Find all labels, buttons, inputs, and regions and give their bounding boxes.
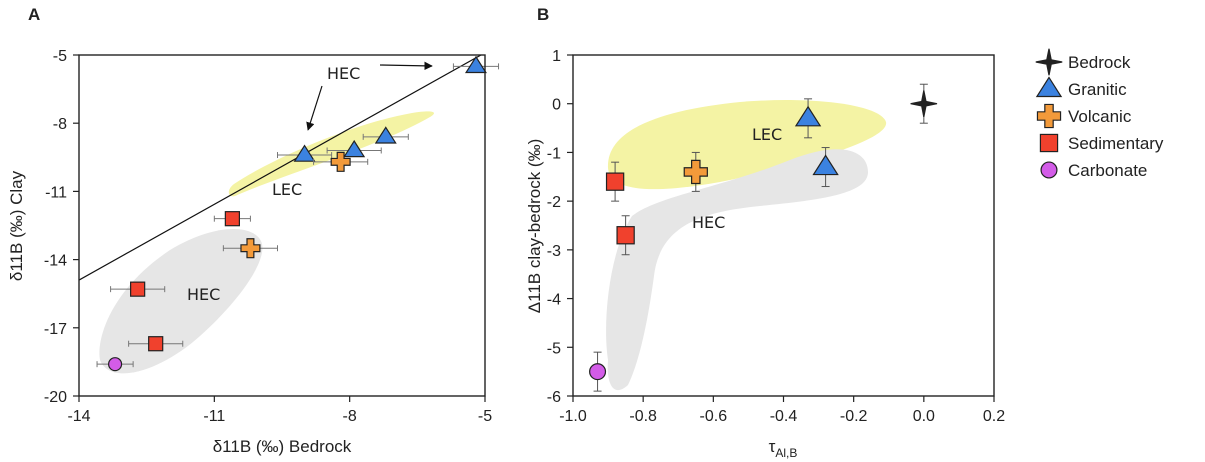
sedimentary-point-a xyxy=(110,281,166,297)
star-icon xyxy=(1035,48,1063,76)
y-tick-label-a: -11 xyxy=(45,184,67,201)
sedimentary-point-b xyxy=(616,215,635,256)
granitic-point-a xyxy=(362,126,409,144)
granitic-point-a xyxy=(452,55,500,74)
y-tick-label-a: -17 xyxy=(44,321,67,338)
legend-item-granitic: Granitic xyxy=(1035,76,1127,99)
sedimentary-marker xyxy=(130,281,146,297)
ticks-a: -14 -11 -8 -5 -5 -8 -11 -14 -17 -20 xyxy=(44,48,492,425)
x-tick-label-a: -14 xyxy=(67,408,90,425)
volcanic-point-b xyxy=(683,151,708,192)
arrow-1 xyxy=(306,85,323,131)
hec-region-b xyxy=(606,149,868,391)
sedimentary-point-a xyxy=(213,211,251,227)
carbonate-marker xyxy=(108,357,123,372)
legend-label: Granitic xyxy=(1068,80,1127,99)
square-icon xyxy=(1039,133,1059,153)
volcanic-marker xyxy=(683,159,708,185)
cross-icon xyxy=(1036,103,1062,129)
bedrock-point-b xyxy=(910,83,938,124)
y-axis-title-a: δ11B (‰) Clay xyxy=(7,170,26,281)
volcanic-point-a xyxy=(313,151,369,172)
panel-b-letter: B xyxy=(537,5,549,24)
sedimentary-point-a xyxy=(128,336,184,352)
legend-item-volcanic: Volcanic xyxy=(1036,103,1132,129)
panel-a: A -14 -11 -8 -5 -5 -8 -11 -14 -17 -20 LEC HEC HEC… xyxy=(7,5,500,456)
x-tick-label-b: -0.8 xyxy=(629,408,657,425)
x-tick-label-b: -0.2 xyxy=(840,408,868,425)
volcanic-point-a xyxy=(222,238,278,259)
x-tick-label-b: 0.0 xyxy=(913,408,935,425)
y-tick-label-b: -2 xyxy=(547,194,561,211)
granitic-marker xyxy=(464,55,487,74)
legend-item-carbonate: Carbonate xyxy=(1040,161,1147,180)
bedrock-marker xyxy=(910,90,938,118)
granitic-point-b xyxy=(794,98,822,139)
x-axis-title-b: τAl,B xyxy=(769,437,798,460)
lec-label-a: LEC xyxy=(272,180,302,199)
y-tick-label-a: -14 xyxy=(44,253,67,270)
sedimentary-marker xyxy=(224,211,240,227)
granitic-point-b xyxy=(812,147,839,188)
x-tick-label-a: -11 xyxy=(203,408,225,425)
legend-item-bedrock: Bedrock xyxy=(1035,48,1131,76)
x-tick-label-b: 0.2 xyxy=(983,408,1005,425)
carbonate-point-b xyxy=(589,351,607,392)
hec-label-b: HEC xyxy=(692,213,725,232)
triangle-icon xyxy=(1035,76,1063,98)
x-tick-label-b: -0.4 xyxy=(770,408,798,425)
y-tick-label-a: -20 xyxy=(44,389,67,406)
hec-label-a: HEC xyxy=(187,285,220,304)
y-tick-label-b: 0 xyxy=(552,97,561,114)
points-b xyxy=(589,83,938,392)
lec-label-b: LEC xyxy=(752,125,782,144)
granitic-marker xyxy=(293,144,316,162)
plot-frame-a xyxy=(78,54,486,397)
legend-item-sedimentary: Sedimentary xyxy=(1039,133,1164,153)
carbonate-marker xyxy=(589,363,607,381)
granitic-marker xyxy=(794,105,822,127)
granitic-marker xyxy=(343,139,366,158)
sedimentary-marker xyxy=(616,226,635,245)
x-tick-label-a: -5 xyxy=(478,408,492,425)
legend-label: Carbonate xyxy=(1068,161,1147,180)
y-tick-label-b: -5 xyxy=(547,340,561,357)
y-tick-label-b: -6 xyxy=(547,389,561,406)
sedimentary-marker xyxy=(605,172,625,191)
hec-region-a xyxy=(99,229,263,374)
y-tick-label-b: -1 xyxy=(547,145,561,162)
x-tick-label-b: -1.0 xyxy=(559,408,587,425)
y-tick-label-b: 1 xyxy=(552,48,561,65)
legend: Bedrock Granitic Volcanic Sedimentary Carbon… xyxy=(1035,48,1164,180)
one-to-one-line xyxy=(79,55,483,281)
legend-label: Volcanic xyxy=(1068,107,1132,126)
y-tick-label-b: -4 xyxy=(547,292,561,309)
points-a xyxy=(96,55,500,372)
x-tick-label-a: -8 xyxy=(343,408,357,425)
volcanic-marker xyxy=(240,238,261,259)
panel-a-letter: A xyxy=(28,5,40,24)
granitic-point-a xyxy=(326,139,382,158)
circle-icon xyxy=(1040,161,1058,179)
x-axis-title-a: δ11B (‰) Bedrock xyxy=(213,437,352,456)
y-tick-label-b: -3 xyxy=(547,243,561,260)
sedimentary-marker xyxy=(148,336,164,352)
y-tick-label-a: -8 xyxy=(53,116,67,133)
x-tick-label-b: -0.6 xyxy=(700,408,728,425)
hec-arrow-label-1: HEC xyxy=(327,64,360,83)
granitic-marker xyxy=(812,154,839,176)
legend-label: Sedimentary xyxy=(1068,134,1164,153)
volcanic-marker xyxy=(330,151,351,172)
legend-label: Bedrock xyxy=(1068,53,1131,72)
granitic-marker xyxy=(374,126,397,144)
arrow-2 xyxy=(379,61,433,71)
sedimentary-point-b xyxy=(605,161,625,202)
carbonate-point-a xyxy=(96,357,134,372)
ticks-b: -1.0 -0.8 -0.6 -0.4 -0.2 0.0 0.2 1 0 -1 -2 -3 -4 -5 -6 xyxy=(547,48,1005,425)
y-tick-label-a: -5 xyxy=(53,48,67,65)
granitic-point-a xyxy=(276,144,333,162)
y-axis-title-b: Δ11B clay-bedrock (‰) xyxy=(525,139,544,313)
panel-b: B -1.0 -0.8 -0.6 -0.4 -0.2 0.0 0.2 1 0 -1 -2 -3 -4 -5… xyxy=(525,5,1005,460)
